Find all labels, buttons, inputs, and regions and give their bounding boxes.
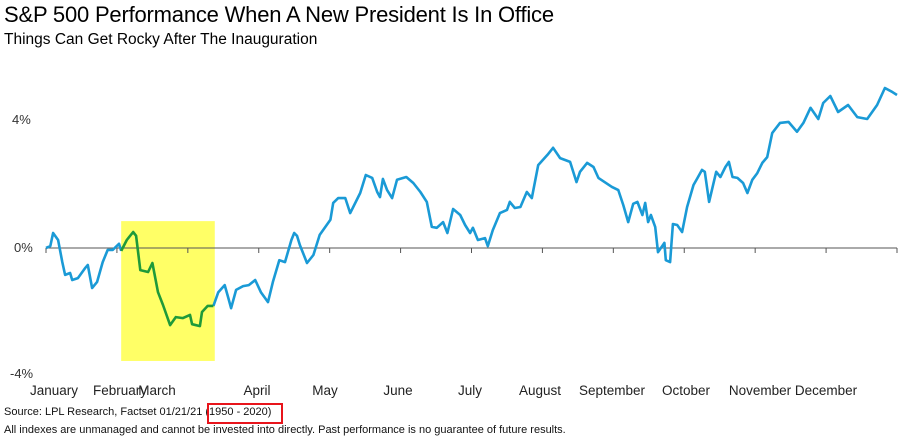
chart-subtitle: Things Can Get Rocky After The Inaugurat…: [4, 31, 318, 48]
source-text: Source: LPL Research, Factset 01/21/21: [4, 406, 206, 418]
y-tick-label: 0%: [14, 240, 33, 255]
disclaimer: All indexes are unmanaged and cannot be …: [4, 424, 566, 436]
highlight-region: [121, 221, 215, 361]
x-tick-label: July: [457, 383, 483, 398]
x-tick-label: October: [661, 383, 711, 398]
x-tick-label: April: [243, 383, 271, 398]
range-highlight-box: [207, 403, 283, 424]
series-line: [45, 231, 123, 290]
chart-title: S&P 500 Performance When A New President…: [4, 2, 554, 27]
y-tick-label: -4%: [10, 366, 34, 381]
x-tick-label: August: [518, 383, 562, 398]
x-tick-label: March: [138, 383, 176, 398]
source-note: Source: LPL Research, Factset 01/21/21 (…: [4, 406, 271, 418]
y-tick-label: 4%: [12, 112, 31, 127]
x-tick-label: September: [578, 383, 646, 398]
x-tick-label: December: [794, 383, 858, 398]
x-tick-label: June: [383, 383, 413, 398]
x-tick-label: January: [29, 383, 79, 398]
series-line: [212, 86, 898, 310]
x-tick-label: November: [728, 383, 792, 398]
highlighted-series-line: [120, 230, 214, 328]
x-tick-label: February: [92, 383, 148, 398]
source-range: (1950 - 2020): [205, 406, 272, 418]
x-tick-label: May: [312, 383, 338, 398]
